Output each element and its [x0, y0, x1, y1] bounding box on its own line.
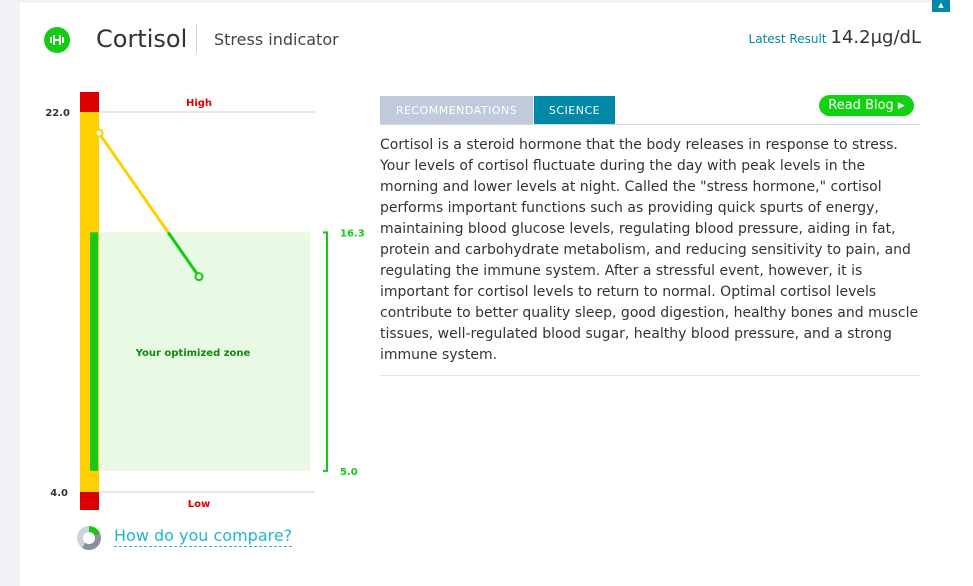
y-tick-min: 4.0 [50, 488, 68, 499]
dumbbell-icon [44, 27, 70, 53]
play-arrow-icon: ▶ [897, 100, 905, 111]
result-line-segment [97, 132, 170, 234]
zone-bracket [323, 231, 328, 472]
science-text: Cortisol is a steroid hormone that the b… [380, 135, 920, 376]
high-bar-segment [80, 92, 99, 112]
read-blog-button[interactable]: Read Blog ▶ [819, 95, 914, 116]
scrollbar[interactable] [948, 0, 973, 586]
zone-label: Your optimized zone [135, 348, 251, 359]
y-tick-max: 22.0 [45, 108, 70, 119]
scroll-up-button[interactable]: ▲ [932, 0, 950, 12]
read-blog-label: Read Blog [828, 98, 894, 113]
low-label: Low [188, 499, 210, 510]
optimized-zone [98, 232, 310, 471]
zone-min-label: 5.0 [340, 467, 358, 478]
result-line-segment [166, 231, 201, 278]
cortisol-chart: 22.0 4.0 High Low Your optimized zone 16.3 5.0 [45, 92, 365, 510]
high-label: High [186, 98, 212, 109]
tab-bar: RECOMMENDATIONS SCIENCE [380, 96, 920, 125]
latest-result-value: 14.2µg/dL [830, 27, 921, 48]
page-title: Cortisol [96, 25, 188, 53]
compare-donut-icon [77, 526, 101, 550]
result-point [194, 272, 204, 282]
compare-link[interactable]: How do you compare? [114, 526, 293, 547]
tab-science[interactable]: SCIENCE [534, 96, 615, 124]
title-divider [196, 24, 197, 53]
latest-result: Latest Result 14.2µg/dL [749, 27, 921, 48]
zone-max-label: 16.3 [340, 228, 365, 239]
result-point [94, 128, 104, 138]
tab-recommendations[interactable]: RECOMMENDATIONS [380, 96, 533, 124]
low-bar-segment [80, 492, 99, 510]
optimal-bar-segment [90, 232, 98, 471]
page-subtitle: Stress indicator [214, 30, 339, 49]
latest-result-label: Latest Result [748, 32, 827, 46]
